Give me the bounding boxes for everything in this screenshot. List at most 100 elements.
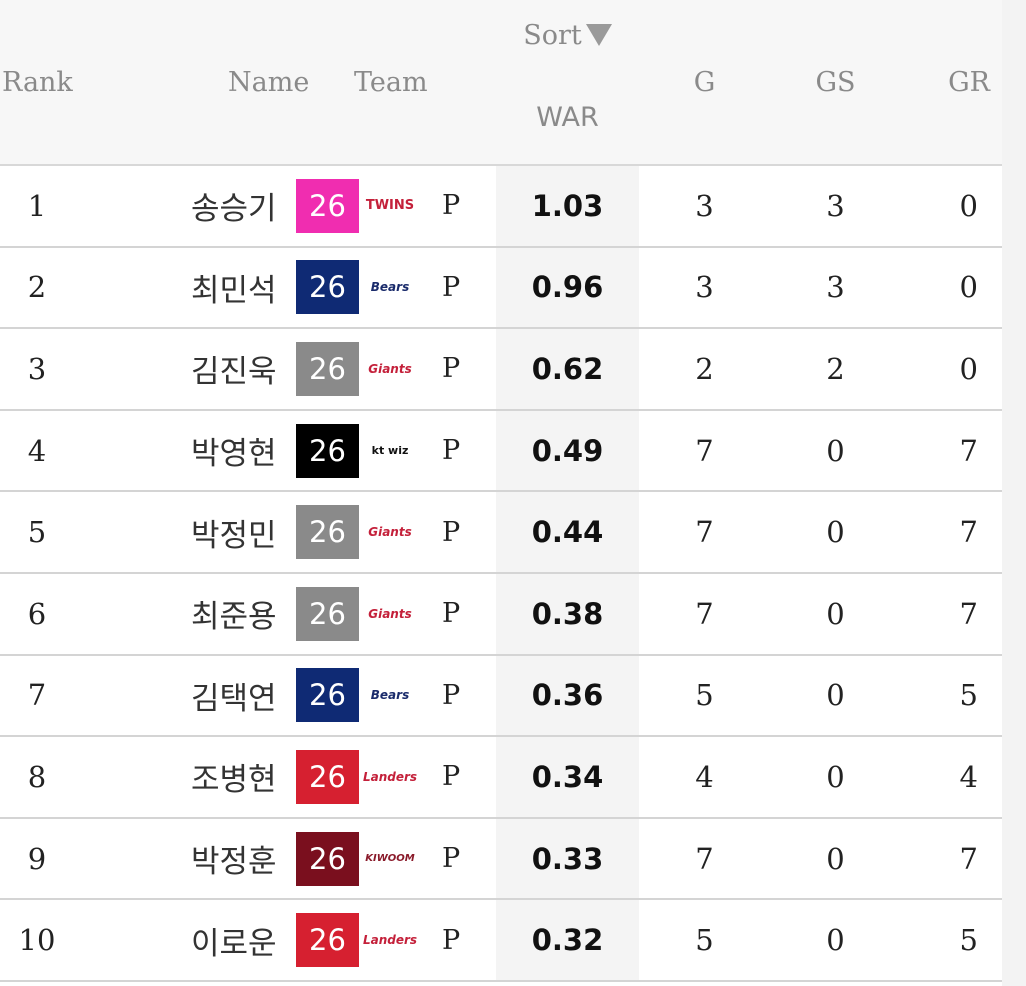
table-row[interactable]: 5 박정민 26 Giants P 0.44 7 0 7 xyxy=(0,491,1002,574)
games-relief-cell: 0 xyxy=(901,165,1002,248)
sort-label: Sort xyxy=(523,20,582,51)
war-ranking-table: Rank Name Team Sort WAR G GS GR 1 송승기 26 TW… xyxy=(0,0,1002,982)
team-cell: 26 TWINS P xyxy=(296,165,496,248)
rank-cell: 5 xyxy=(0,491,76,574)
war-label: WAR xyxy=(536,102,599,133)
doosan-bears-logo: Bears xyxy=(365,675,415,715)
games-relief-cell: 5 xyxy=(901,899,1002,982)
games-started-cell: 2 xyxy=(770,328,901,411)
team-logo-text: Giants xyxy=(368,361,412,376)
age-badge: 26 xyxy=(296,586,359,641)
position-label: P xyxy=(442,843,461,875)
table-header-row: Rank Name Team Sort WAR G GS GR xyxy=(0,0,1002,166)
position-label: P xyxy=(442,924,461,956)
table-row[interactable]: 3 김진욱 26 Giants P 0.62 2 2 0 xyxy=(0,328,1002,411)
team-cell: 26 Landers P xyxy=(296,899,496,982)
position-label: P xyxy=(442,516,461,548)
player-name-link[interactable]: 최민석 xyxy=(76,246,298,330)
war-cell: 0.44 xyxy=(496,491,639,574)
team-logo-text: Bears xyxy=(370,280,410,295)
games-started-cell: 3 xyxy=(770,246,901,330)
player-name-link[interactable]: 김진욱 xyxy=(76,328,298,411)
table-row[interactable]: 4 박영현 26 kt wiz P 0.49 7 0 7 xyxy=(0,409,1002,493)
team-cell: 26 Giants P xyxy=(296,328,496,411)
games-cell: 7 xyxy=(639,572,770,656)
games-cell: 2 xyxy=(639,328,770,411)
player-name-link[interactable]: 김택연 xyxy=(76,654,298,738)
team-cell: 26 Bears P xyxy=(296,654,496,738)
war-cell: 0.38 xyxy=(496,572,639,656)
team-logo-text: Landers xyxy=(362,769,418,784)
games-relief-cell: 0 xyxy=(901,246,1002,330)
player-name-link[interactable]: 이로운 xyxy=(76,899,298,982)
player-name-link[interactable]: 조병현 xyxy=(76,736,298,819)
games-cell: 7 xyxy=(639,409,770,493)
player-name-link[interactable]: 최준용 xyxy=(76,572,298,656)
position-label: P xyxy=(442,435,461,467)
games-started-cell: 0 xyxy=(770,899,901,982)
position-label: P xyxy=(442,353,461,385)
col-header-gr[interactable]: GR xyxy=(901,0,1002,166)
games-relief-cell: 4 xyxy=(901,736,1002,819)
rank-cell: 4 xyxy=(0,409,76,493)
rank-cell: 9 xyxy=(0,817,76,901)
lotte-giants-logo: Giants xyxy=(365,594,415,634)
games-relief-cell: 7 xyxy=(901,572,1002,656)
rank-cell: 6 xyxy=(0,572,76,656)
player-name-link[interactable]: 박정민 xyxy=(76,491,298,574)
table-body: 1 송승기 26 TWINS P 1.03 3 3 0 2 최민석 26 Bears P 0.96 3 3 0 3 김… xyxy=(0,165,1002,982)
col-header-g[interactable]: G xyxy=(639,0,770,166)
table-row[interactable]: 8 조병현 26 Landers P 0.34 4 0 4 xyxy=(0,736,1002,819)
position-label: P xyxy=(442,190,461,222)
lotte-giants-logo: Giants xyxy=(365,349,415,389)
rank-cell: 1 xyxy=(0,165,76,248)
table-row[interactable]: 6 최준용 26 Giants P 0.38 7 0 7 xyxy=(0,572,1002,656)
games-started-cell: 0 xyxy=(770,817,901,901)
sort-descending-icon xyxy=(585,23,612,46)
col-header-name[interactable]: Name xyxy=(76,0,309,166)
games-relief-cell: 0 xyxy=(901,328,1002,411)
table-row[interactable]: 7 김택연 26 Bears P 0.36 5 0 5 xyxy=(0,654,1002,738)
war-cell: 0.34 xyxy=(496,736,639,819)
team-cell: 26 Bears P xyxy=(296,246,496,330)
team-logo-text: Giants xyxy=(368,525,412,540)
col-header-war[interactable]: Sort WAR xyxy=(496,0,639,166)
team-cell: 26 Landers P xyxy=(296,736,496,819)
war-cell: 0.33 xyxy=(496,817,639,901)
war-cell: 0.32 xyxy=(496,899,639,982)
kt-wiz-logo: kt wiz xyxy=(365,431,415,471)
team-cell: 26 KIWOOM P xyxy=(296,817,496,901)
position-label: P xyxy=(442,761,461,793)
team-logo-text: Bears xyxy=(370,688,410,703)
ssg-landers-logo: Landers xyxy=(362,757,418,797)
games-started-cell: 0 xyxy=(770,409,901,493)
player-name-link[interactable]: 송승기 xyxy=(76,165,298,248)
games-relief-cell: 7 xyxy=(901,491,1002,574)
games-started-cell: 0 xyxy=(770,654,901,738)
war-cell: 0.49 xyxy=(496,409,639,493)
games-relief-cell: 7 xyxy=(901,409,1002,493)
age-badge: 26 xyxy=(296,668,359,723)
games-started-cell: 3 xyxy=(770,165,901,248)
team-logo-text: TWINS xyxy=(365,198,415,214)
col-header-gs[interactable]: GS xyxy=(770,0,901,166)
sort-label-wrap[interactable]: Sort xyxy=(496,20,639,51)
games-cell: 4 xyxy=(639,736,770,819)
table-row[interactable]: 10 이로운 26 Landers P 0.32 5 0 5 xyxy=(0,899,1002,982)
player-name-link[interactable]: 박정훈 xyxy=(76,817,298,901)
age-badge: 26 xyxy=(296,341,359,396)
table-row[interactable]: 1 송승기 26 TWINS P 1.03 3 3 0 xyxy=(0,165,1002,248)
player-name-link[interactable]: 박영현 xyxy=(76,409,298,493)
col-header-team[interactable]: Team xyxy=(298,0,496,166)
age-badge: 26 xyxy=(296,178,359,233)
team-logo-text: KIWOOM xyxy=(365,853,415,865)
team-cell: 26 Giants P xyxy=(296,491,496,574)
table-row[interactable]: 9 박정훈 26 KIWOOM P 0.33 7 0 7 xyxy=(0,817,1002,901)
games-cell: 5 xyxy=(639,899,770,982)
team-logo-text: Giants xyxy=(368,606,412,621)
col-header-rank[interactable]: Rank xyxy=(0,0,76,166)
table-row[interactable]: 2 최민석 26 Bears P 0.96 3 3 0 xyxy=(0,246,1002,330)
games-relief-cell: 7 xyxy=(901,817,1002,901)
team-logo-text: Landers xyxy=(362,933,418,948)
